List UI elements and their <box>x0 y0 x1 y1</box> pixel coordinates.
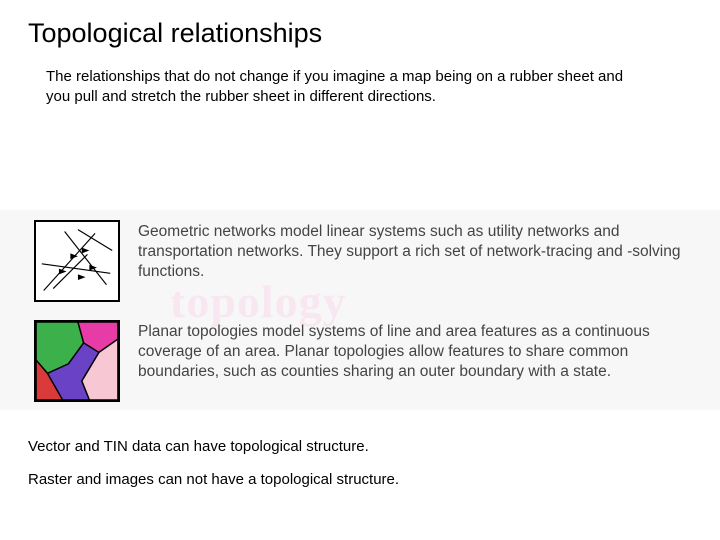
page-title: Topological relationships <box>28 18 692 49</box>
footer-line-2: Raster and images can not have a topolog… <box>28 471 692 488</box>
footer-line-1: Vector and TIN data can have topological… <box>28 438 692 455</box>
row-geometric-networks: Geometric networks model linear systems … <box>34 220 696 302</box>
row-text-geometric: Geometric networks model linear systems … <box>138 220 696 281</box>
slide: Topological relationships The relationsh… <box>0 0 720 540</box>
thumb-planar-icon <box>34 320 120 402</box>
footer-notes: Vector and TIN data can have topological… <box>28 438 692 504</box>
row-text-planar: Planar topologies model systems of line … <box>138 320 696 381</box>
intro-paragraph: The relationships that do not change if … <box>28 67 692 106</box>
thumb-network-icon <box>34 220 120 302</box>
row-planar-topologies: Planar topologies model systems of line … <box>34 320 696 402</box>
